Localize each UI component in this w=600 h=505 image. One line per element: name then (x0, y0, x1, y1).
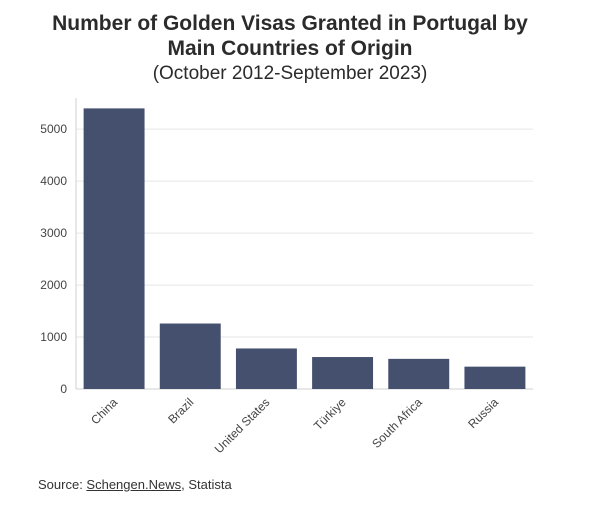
source-suffix: , Statista (181, 477, 232, 492)
y-tick-label: 1000 (40, 330, 67, 344)
bar-türkiye (312, 357, 374, 389)
bar-south-africa (388, 358, 450, 389)
y-tick-label: 5000 (40, 122, 67, 136)
chart-title-line-1: Number of Golden Visas Granted in Portug… (52, 12, 528, 35)
bar-china (83, 108, 145, 390)
x-tick-label: Russia (465, 395, 501, 431)
source-note: Source: Schengen.News, Statista (38, 477, 232, 492)
source-prefix: Source: (38, 477, 87, 492)
y-axis-ticks: 0 1000 2000 3000 4000 5000 (40, 122, 67, 396)
bars (83, 108, 526, 390)
chart-title-line-2: Main Countries of Origin (168, 37, 413, 60)
y-tick-label: 0 (60, 382, 67, 396)
y-tick-label: 2000 (40, 278, 67, 292)
y-tick-label: 4000 (40, 174, 67, 188)
bar-chart: Number of Golden Visas Granted in Portug… (40, 12, 533, 456)
x-tick-label: Brazil (165, 395, 196, 426)
y-tick-label: 3000 (40, 226, 67, 240)
source-link[interactable]: Schengen.News (86, 477, 182, 492)
x-tick-label: China (88, 395, 120, 427)
bar-brazil (159, 323, 221, 389)
x-axis-labels: China Brazil United States Türkiye South Afr… (88, 395, 501, 456)
grid-lines (75, 98, 533, 390)
x-tick-label: United States (212, 395, 273, 456)
chart-subtitle: (October 2012-September 2023) (153, 63, 428, 84)
x-tick-label: Türkiye (311, 395, 349, 433)
x-tick-label: South Africa (369, 395, 425, 451)
bar-united-states (235, 348, 297, 389)
bar-russia (464, 366, 526, 389)
